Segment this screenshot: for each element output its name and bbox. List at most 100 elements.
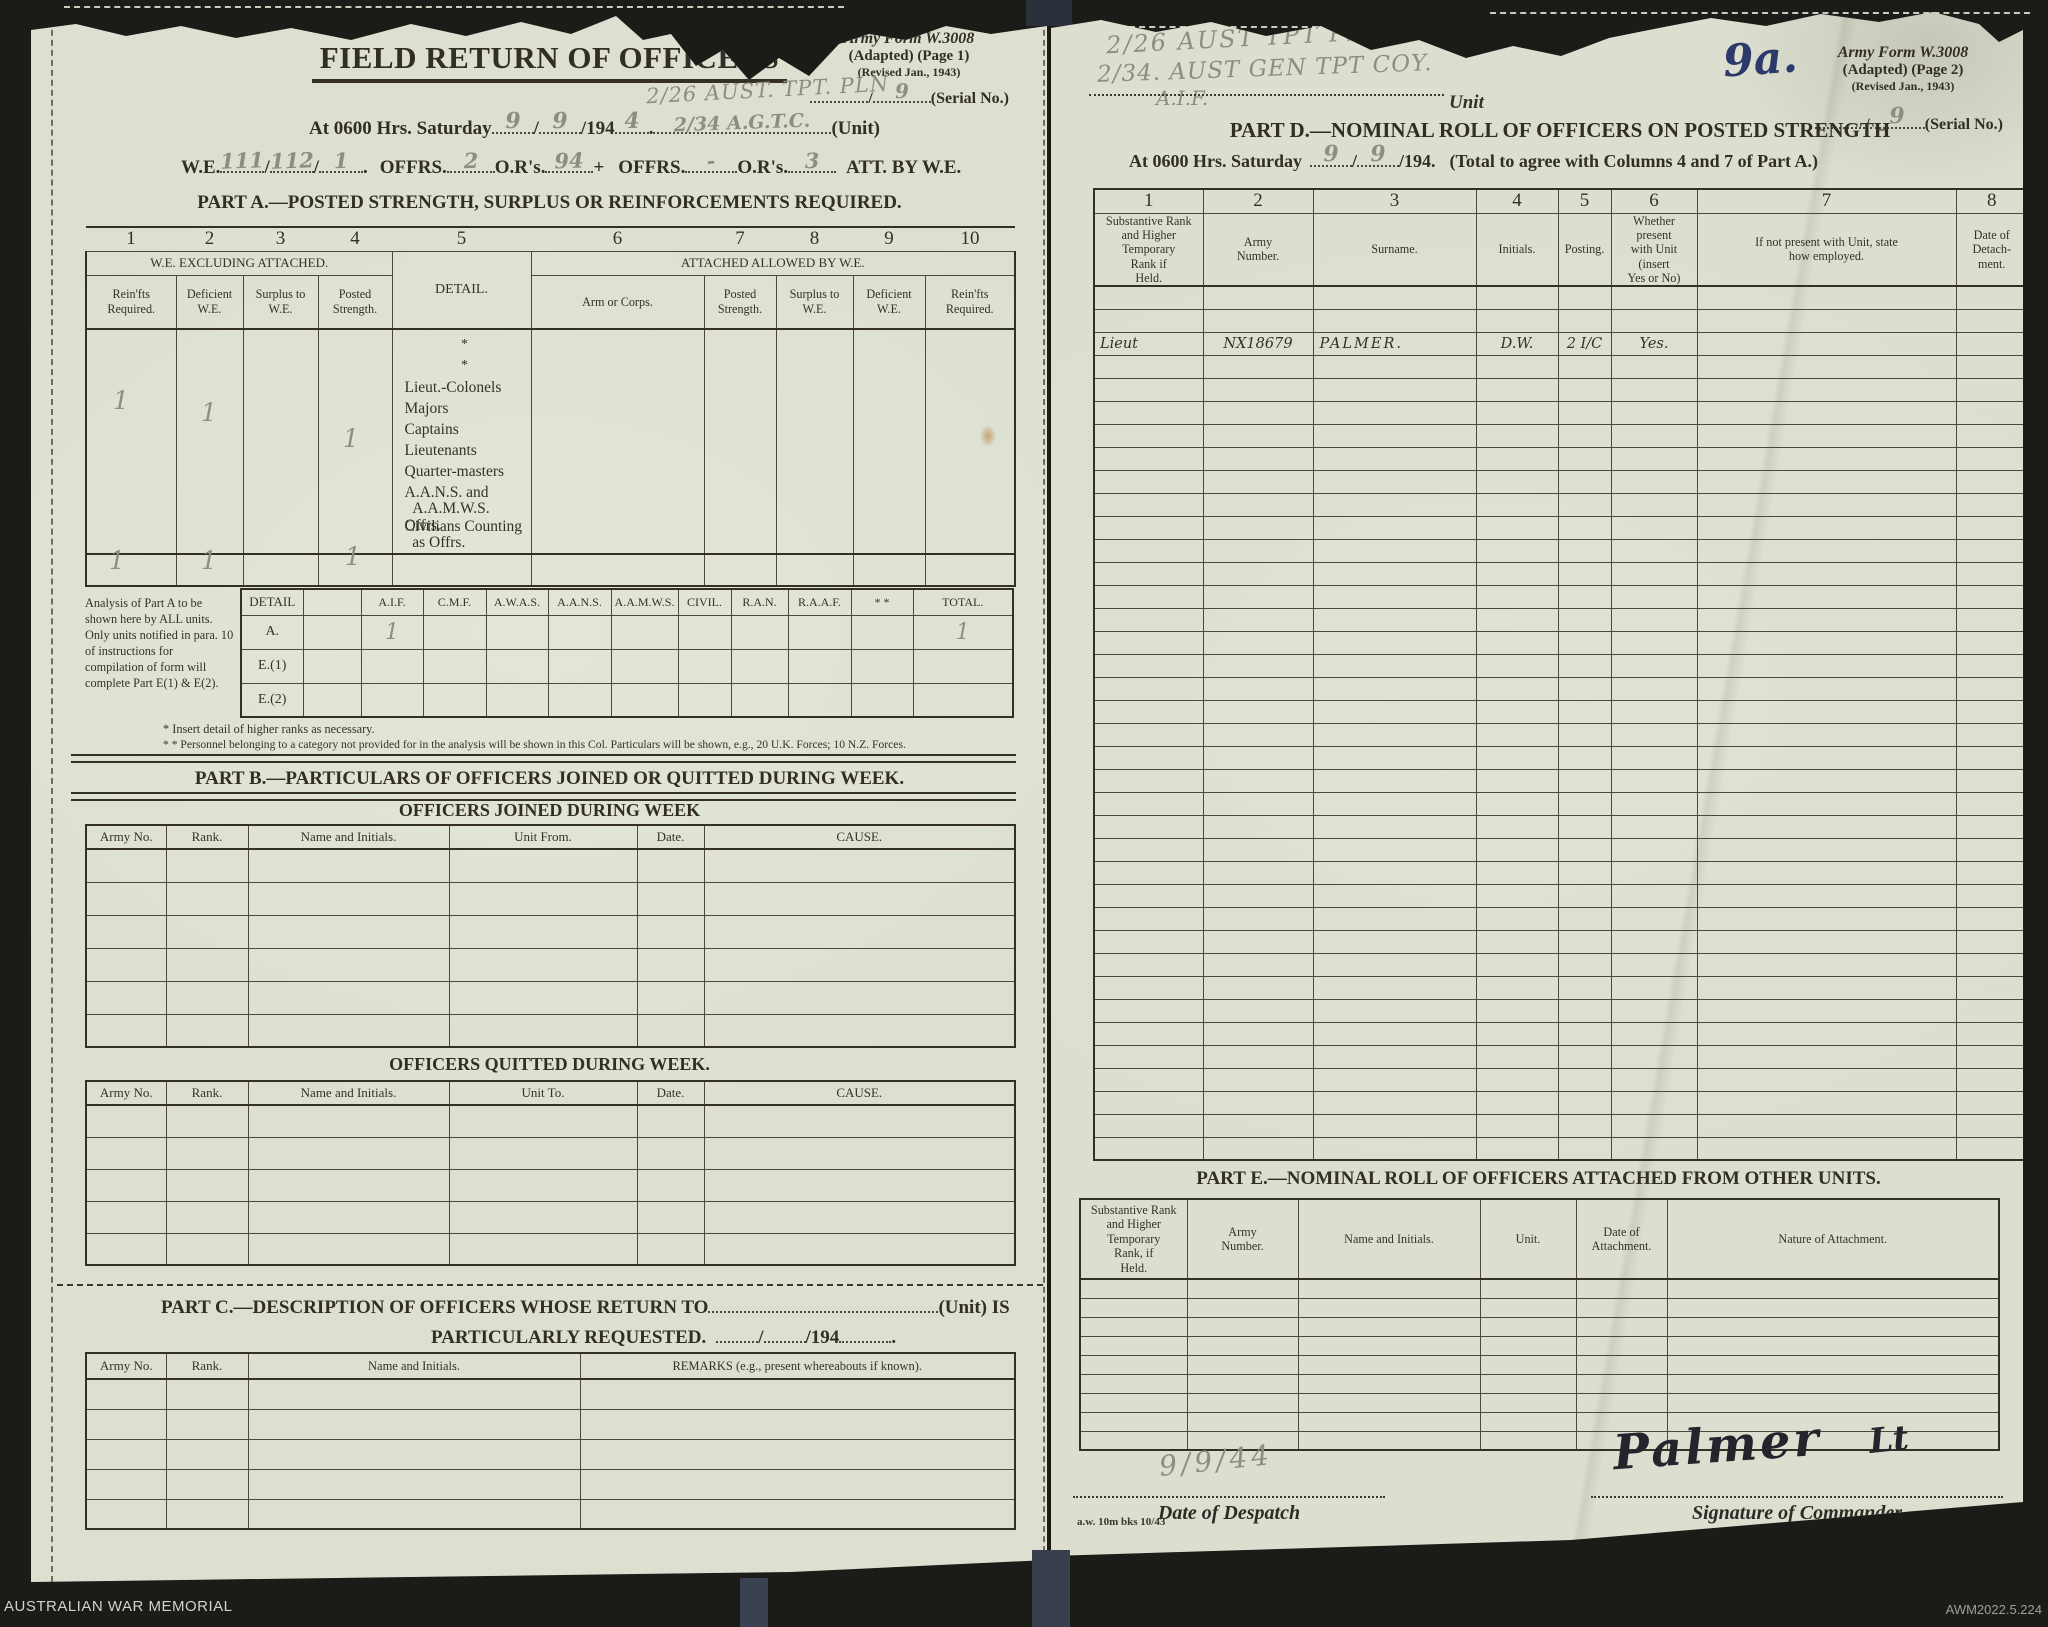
empty-cell [1479, 1373, 1577, 1394]
empty-cell [1557, 607, 1612, 632]
empty-cell [1557, 814, 1612, 839]
empty-cell [1202, 1090, 1314, 1115]
empty-cell [1202, 1136, 1314, 1161]
col-header: Date of Attachment. [1575, 1198, 1668, 1280]
empty-cell [547, 648, 612, 684]
empty-cell [1955, 722, 2023, 747]
empty-cell [1955, 285, 2023, 310]
col-header: Army Number. [1202, 212, 1314, 288]
col-header: Name and Initials. [247, 1352, 581, 1380]
empty-cell [1557, 952, 1612, 977]
empty-cell [775, 328, 854, 555]
empty-row [85, 881, 1016, 916]
empty-row [85, 1408, 1016, 1440]
serial-slash: / [868, 90, 873, 107]
total-agree-note: (Total to agree with Columns 4 and 7 of … [1449, 151, 1819, 171]
handwritten-we3: 1 [333, 147, 349, 174]
empty-cell [1955, 768, 2023, 793]
empty-row [1093, 1090, 2023, 1115]
empty-cell [165, 1378, 249, 1410]
col-header: Nature of Attachment. [1666, 1198, 2000, 1280]
empty-row [85, 914, 1016, 949]
empty-cell [1557, 906, 1612, 931]
empty-cell [1475, 929, 1559, 954]
dot: . [363, 157, 368, 178]
empty-cell [1312, 377, 1477, 402]
empty-cell [448, 1104, 638, 1138]
empty-cell [1312, 883, 1477, 908]
empty-cell [1696, 929, 1957, 954]
empty-cell [1610, 906, 1698, 931]
ors-label: O.R's. [494, 157, 546, 178]
empty-cell [1475, 1113, 1559, 1138]
empty-cell [1610, 1090, 1698, 1115]
empty-cell [1093, 446, 1204, 471]
analysis-col: C.M.F. [422, 588, 487, 616]
empty-cell [730, 648, 789, 684]
empty-cell [1696, 1136, 1957, 1161]
empty-cell [1610, 1136, 1698, 1161]
plus-sign: + [593, 157, 605, 178]
col-header: Deficient W.E. [852, 274, 926, 330]
empty-cell [1666, 1373, 2000, 1394]
empty-cell [636, 1104, 705, 1138]
empty-cell [1557, 354, 1612, 379]
empty-row [1093, 377, 2023, 402]
officers-joined-title: OFFICERS JOINED DURING WEEK [398, 800, 701, 820]
empty-row [1093, 515, 2023, 540]
empty-cell [1093, 1136, 1204, 1161]
empty-cell [85, 881, 167, 916]
empty-cell [1955, 400, 2023, 425]
header-row: Substantive Rank and Higher Temporary Ra… [1079, 1198, 2000, 1280]
rank-label: Lieutenants [404, 442, 477, 459]
form-revision: (Revised Jan., 1943) [857, 65, 961, 79]
empty-cell [1575, 1278, 1668, 1299]
empty-row [1079, 1297, 2000, 1318]
empty-cell [165, 1104, 249, 1138]
analysis-row-e1: E.(1) [240, 648, 1014, 684]
empty-cell [1093, 791, 1204, 816]
empty-cell [1610, 354, 1698, 379]
empty-cell [85, 1408, 167, 1440]
empty-cell [1557, 538, 1612, 563]
empty-cell [1557, 676, 1612, 701]
despatch-line [1073, 1496, 1385, 1498]
empty-cell [1312, 975, 1477, 1000]
empty-cell [1955, 699, 2023, 724]
col-header: Rein'fts Required. [924, 274, 1016, 330]
col-number: 1 [86, 226, 176, 252]
empty-cell [1610, 492, 1698, 517]
empty-cell [1093, 1067, 1204, 1092]
empty-cell [165, 848, 249, 883]
total-cell [242, 553, 319, 587]
empty-row [1093, 906, 2023, 931]
officers-quitted-table: Army No. Rank. Name and Initials. Unit T… [85, 1080, 1016, 1266]
empty-cell [703, 947, 1016, 982]
empty-cell [1093, 768, 1204, 793]
empty-cell [485, 682, 549, 718]
empty-cell [1475, 952, 1559, 977]
empty-cell [1202, 446, 1314, 471]
empty-cell [1557, 630, 1612, 655]
empty-cell [85, 1136, 167, 1170]
empty-cell [85, 1013, 167, 1048]
year-printed: /194 [580, 118, 615, 139]
empty-cell [360, 648, 424, 684]
empty-cell [1093, 561, 1204, 586]
empty-cell [1475, 1090, 1559, 1115]
empty-cell [1610, 676, 1698, 701]
empty-cell [1696, 860, 1957, 885]
analysis-header-row: DETAIL A.I.F. C.M.F. A.W.A.S. A.A.N.S. A… [240, 588, 1014, 616]
empty-cell [1297, 1278, 1481, 1299]
empty-cell [1557, 377, 1612, 402]
empty-cell [703, 914, 1016, 949]
stitch-line [51, 16, 53, 1582]
col-number: 5 [1557, 188, 1612, 214]
empty-cell [1557, 515, 1612, 540]
empty-cell [1093, 1044, 1204, 1069]
offrs-label: OFFRS. [379, 157, 447, 178]
empty-cell [1312, 1136, 1477, 1161]
empty-cell [1312, 630, 1477, 655]
empty-cell [1557, 791, 1612, 816]
empty-cell [422, 682, 487, 718]
